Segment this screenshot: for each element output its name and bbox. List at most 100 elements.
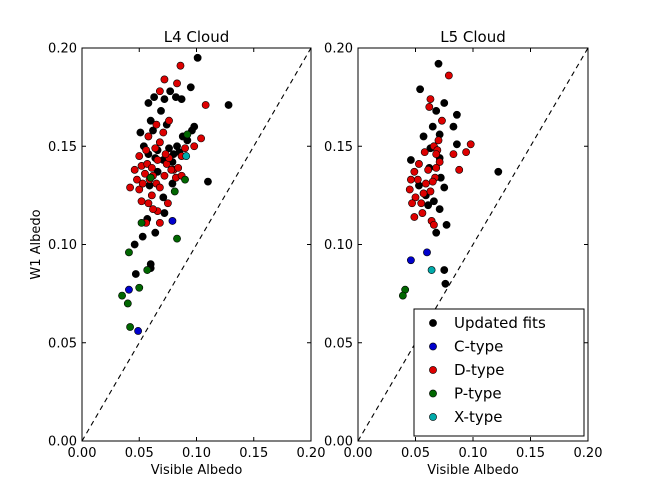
data-point	[432, 150, 441, 159]
data-point	[181, 175, 189, 184]
data-point	[146, 116, 155, 125]
data-point	[151, 228, 160, 237]
x-axis-label: Visible Albedo	[427, 463, 519, 478]
series-d-type	[126, 61, 210, 227]
y-tick-label: 0.10	[48, 238, 77, 253]
data-point	[155, 218, 164, 227]
data-point	[152, 120, 161, 129]
data-point	[406, 256, 415, 265]
reference-line-dashed	[81, 47, 312, 442]
data-point	[144, 99, 153, 107]
series-c-type	[406, 248, 431, 265]
legend-box	[413, 308, 585, 437]
data-point	[428, 122, 437, 131]
data-point	[155, 87, 164, 96]
x-tick-label: 0.20	[574, 446, 603, 461]
data-point	[201, 101, 210, 109]
legend-marker	[429, 342, 437, 351]
legend-label: Updated fits	[454, 314, 546, 332]
x-axis-label: Visible Albedo	[151, 463, 243, 478]
data-point	[410, 213, 419, 221]
x-tick-label: 0.10	[459, 446, 488, 461]
data-point	[398, 291, 407, 300]
data-point	[182, 152, 191, 160]
data-point	[125, 285, 133, 294]
y-tick-label: 0.15	[324, 140, 353, 155]
data-point	[163, 199, 172, 208]
data-point	[160, 171, 169, 180]
data-point	[449, 150, 458, 159]
data-point	[429, 197, 438, 206]
data-point	[149, 126, 157, 135]
data-point	[176, 61, 185, 70]
data-point	[144, 199, 153, 208]
data-point	[494, 167, 503, 176]
data-point	[151, 144, 160, 153]
legend-label: P-type	[454, 385, 502, 403]
data-point	[138, 232, 147, 241]
data-point	[171, 93, 180, 102]
data-point	[118, 291, 126, 300]
data-point	[147, 191, 156, 200]
data-point	[432, 163, 441, 172]
data-point	[441, 279, 450, 288]
data-point	[421, 179, 430, 188]
data-point	[190, 142, 199, 151]
data-point	[167, 165, 176, 174]
data-point	[123, 299, 132, 308]
series-d-type	[405, 71, 475, 229]
series-updated-fits	[406, 59, 503, 288]
x-tick-label: 0.00	[68, 446, 97, 461]
data-point	[126, 323, 134, 331]
x-tick-label: 0.10	[182, 446, 211, 461]
data-point	[137, 218, 146, 227]
data-point	[131, 270, 140, 278]
series-x-type	[182, 152, 191, 160]
data-point	[173, 234, 181, 243]
data-point	[425, 103, 434, 111]
data-point	[181, 144, 189, 153]
data-point	[462, 148, 470, 157]
legend: Updated fits C-type D-type P-type X-type	[413, 308, 585, 437]
data-point	[432, 228, 441, 237]
data-point	[186, 83, 195, 92]
data-point	[419, 189, 428, 198]
data-point	[438, 116, 446, 125]
data-point	[144, 132, 153, 141]
data-point	[440, 99, 449, 107]
data-point	[157, 106, 165, 115]
data-point	[406, 175, 415, 184]
legend-marker	[429, 366, 437, 374]
data-point	[126, 183, 134, 192]
data-point	[435, 205, 444, 214]
series-c-type	[125, 217, 177, 335]
data-point	[424, 201, 433, 210]
data-point	[410, 167, 419, 176]
data-point	[466, 140, 475, 149]
legend-label: X-type	[454, 408, 502, 426]
data-point	[173, 142, 181, 151]
data-point	[168, 179, 177, 188]
data-point	[417, 199, 426, 208]
chart-title: L5 Cloud	[440, 28, 506, 46]
data-point	[155, 138, 164, 147]
data-point	[141, 169, 149, 178]
data-point	[442, 220, 451, 229]
data-point	[142, 146, 151, 155]
data-point	[146, 173, 155, 182]
data-point	[434, 136, 443, 145]
y-tick-label: 0.20	[48, 42, 77, 57]
series-p-type	[398, 285, 410, 300]
data-point	[418, 209, 427, 217]
data-point	[224, 101, 233, 109]
data-point	[440, 183, 449, 192]
data-point	[135, 152, 144, 160]
data-point	[423, 248, 431, 257]
data-point	[134, 327, 142, 335]
y-tick-label: 0.05	[48, 336, 77, 351]
data-point	[413, 175, 422, 184]
data-point	[419, 132, 428, 141]
data-point	[135, 185, 144, 194]
data-point	[166, 87, 175, 96]
data-point	[452, 140, 461, 149]
